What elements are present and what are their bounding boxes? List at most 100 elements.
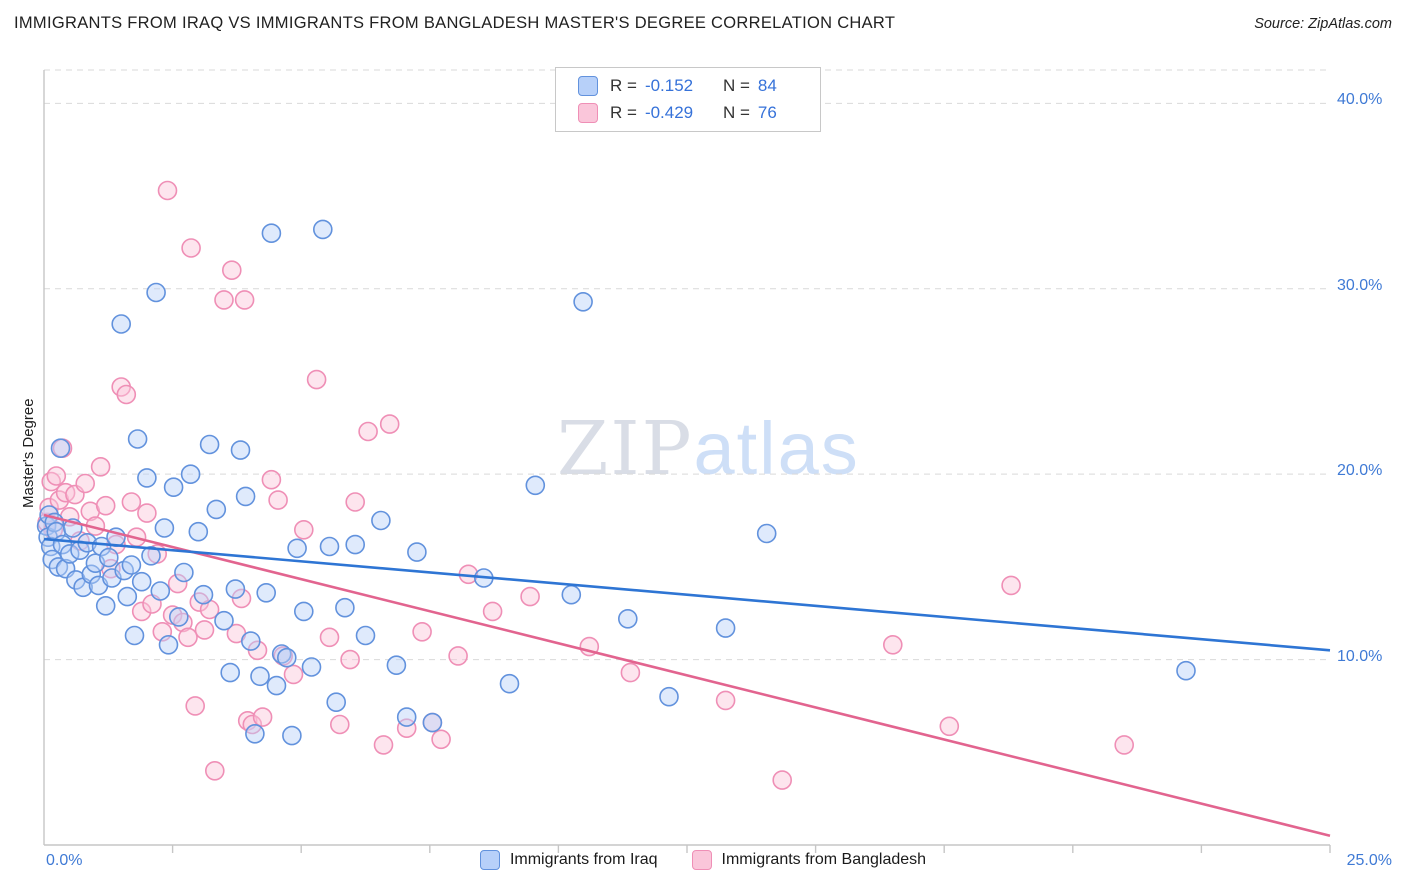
scatter-point-bangladesh [715, 690, 736, 711]
scatter-point-iraq [312, 219, 333, 240]
scatter-point-bangladesh [46, 466, 67, 486]
scatter-point-iraq [525, 475, 546, 496]
scatter-point-iraq [499, 673, 520, 694]
n-label: N = [722, 76, 750, 95]
scatter-point-iraq [250, 666, 270, 687]
scatter-point-bangladesh [620, 662, 641, 683]
scatter-point-bangladesh [205, 760, 225, 781]
scatter-point-bangladesh [157, 180, 178, 201]
scatter-point-iraq [659, 686, 679, 707]
scatter-point-iraq [199, 434, 220, 455]
zipatlas-watermark: ZIPatlas [557, 406, 860, 492]
scatter-point-iraq [50, 438, 71, 459]
scatter-point-bangladesh [75, 473, 95, 494]
scatter-point-iraq [95, 595, 116, 616]
watermark-atlas-text: atlas [693, 407, 860, 490]
scatter-point-bangladesh [1114, 735, 1134, 755]
scatter-point-iraq [137, 468, 157, 488]
scatter-point-iraq [335, 597, 355, 618]
scatter-point-bangladesh [90, 456, 111, 477]
scatter-point-iraq [256, 582, 277, 603]
scatter-point-bangladesh [379, 414, 400, 434]
scatter-point-bangladesh [431, 729, 451, 750]
scatter-point-bangladesh [116, 384, 137, 405]
iraq-legend-swatch [479, 850, 500, 870]
scatter-point-iraq [245, 723, 265, 744]
scatter-point-bangladesh [772, 770, 793, 790]
scatter-point-iraq [355, 625, 376, 646]
chart-title: IMMIGRANTS FROM IRAQ VS IMMIGRANTS FROM … [14, 14, 896, 32]
scatter-point-iraq [715, 618, 736, 638]
scatter-point-bangladesh [358, 421, 378, 442]
scatter-point-iraq [154, 518, 175, 538]
scatter-point-iraq [131, 571, 152, 592]
scatter-point-iraq [163, 477, 184, 498]
scatter-point-bangladesh [345, 492, 366, 512]
scatter-point-iraq [407, 542, 427, 562]
scatter-point-iraq [230, 440, 251, 460]
r-label: R = [610, 103, 637, 122]
scatter-point-bangladesh [234, 290, 255, 310]
scatter-point-iraq [220, 662, 240, 683]
scatter-point-iraq [206, 499, 227, 520]
scatter-point-iraq [287, 538, 307, 559]
scatter-point-iraq [1176, 660, 1196, 681]
scatter-point-iraq [422, 712, 443, 733]
scatter-point-iraq [319, 536, 340, 557]
scatter-point-iraq [573, 291, 593, 312]
y-axis-tick-label: 30.0% [1337, 276, 1383, 294]
scatter-point-bangladesh [181, 238, 201, 258]
source-attribution: Source: ZipAtlas.com [1254, 16, 1392, 32]
scatter-point-iraq [386, 655, 407, 676]
scatter-point-bangladesh [95, 495, 116, 516]
scatter-point-iraq [756, 523, 777, 544]
scatter-point-bangladesh [283, 664, 304, 685]
scatter-point-bangladesh [137, 503, 157, 523]
y-axis-tick-label: 20.0% [1337, 462, 1383, 480]
r-value-bangladesh: -0.429 [644, 103, 694, 122]
scatter-point-iraq [111, 314, 131, 334]
stats-row-iraq: R = -0.152 N = 84 [578, 76, 808, 96]
legend-item-bangladesh: Immigrants from Bangladesh [691, 850, 926, 870]
n-value-iraq: 84 [757, 76, 777, 95]
scatter-point-bangladesh [261, 469, 282, 490]
scatter-point-bangladesh [185, 696, 205, 716]
scatter-point-iraq [146, 282, 166, 303]
scatter-point-iraq [158, 634, 179, 655]
iraq-legend-swatch [578, 76, 598, 96]
stats-row-bangladesh: R = -0.429 N = 76 [578, 103, 808, 123]
scatter-point-bangladesh [222, 260, 242, 281]
scatter-point-bangladesh [306, 369, 327, 390]
scatter-point-bangladesh [412, 621, 432, 642]
scatter-point-bangladesh [252, 707, 273, 727]
scatter-point-iraq [188, 521, 209, 542]
scatter-point-bangladesh [268, 490, 288, 510]
bangladesh-legend-swatch [691, 850, 712, 870]
n-label: N = [722, 103, 750, 122]
scatter-point-iraq [91, 536, 112, 557]
scatter-point-iraq [214, 610, 234, 631]
scatter-point-bangladesh [293, 519, 314, 540]
scatter-point-iraq [117, 586, 138, 607]
scatter-point-bangladesh [1001, 575, 1021, 596]
scatter-point-iraq [193, 584, 214, 605]
scatter-point-iraq [174, 562, 194, 583]
scatter-point-iraq [293, 601, 314, 622]
scatter-point-bangladesh [319, 627, 340, 648]
correlation-stats-legend: R = -0.152 N = 84 R = -0.429 N = 76 [555, 67, 821, 132]
scatter-point-iraq [261, 223, 282, 243]
y-axis-title: Master's Degree [20, 398, 37, 508]
scatter-point-bangladesh [882, 634, 903, 655]
scatter-point-bangladesh [373, 735, 394, 755]
scatter-point-iraq [282, 725, 302, 746]
scatter-point-iraq [396, 707, 417, 727]
scatter-point-iraq [235, 486, 256, 507]
bangladesh-legend-swatch [578, 103, 598, 123]
scatter-point-bangladesh [448, 646, 468, 666]
scatter-point-bangladesh [482, 601, 503, 622]
scatter-point-iraq [124, 625, 145, 646]
scatter-point-bangladesh [396, 718, 417, 739]
scatter-point-iraq [617, 608, 638, 629]
x-axis-tick-label-max: 25.0% [1346, 852, 1392, 869]
